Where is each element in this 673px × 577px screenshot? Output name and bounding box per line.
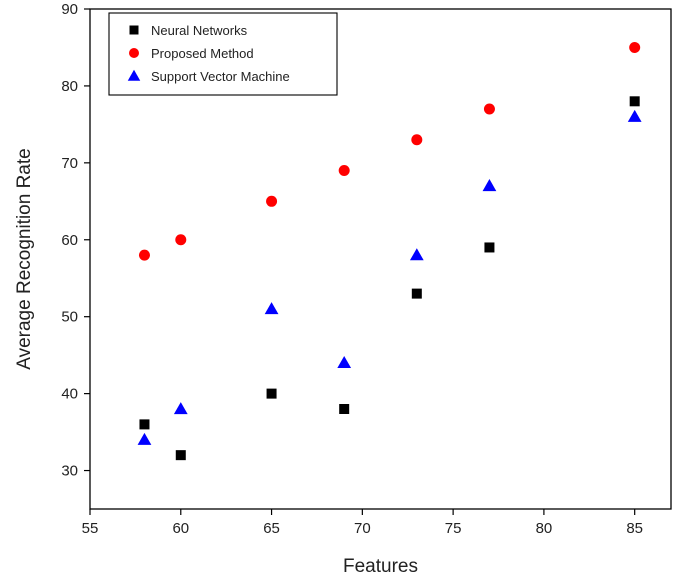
x-tick-label: 55 <box>82 520 99 537</box>
legend-label: Support Vector Machine <box>151 69 290 84</box>
legend-box <box>108 12 338 96</box>
data-point-triangle <box>482 179 497 192</box>
legend-marker-circle <box>129 48 139 58</box>
data-point-triangle <box>173 402 188 415</box>
y-tick-label: 60 <box>61 232 78 249</box>
data-point-circle <box>138 249 150 261</box>
x-tick-label: 75 <box>445 520 462 537</box>
series-circle <box>138 41 641 261</box>
legend: Neural Networks Proposed Method Support Ve… <box>108 12 338 96</box>
data-point-circle <box>266 195 278 207</box>
legend-entry: Neural Networks <box>129 23 248 38</box>
data-point-triangle <box>264 302 279 315</box>
data-point-square <box>175 450 186 461</box>
data-point-triangle <box>409 248 424 261</box>
y-tick-label: 80 <box>61 78 78 95</box>
legend-entry: Proposed Method <box>129 46 254 61</box>
data-point-square <box>629 96 640 107</box>
legend-marker-triangle <box>127 69 141 81</box>
data-point-triangle <box>337 355 352 369</box>
y-tick-label: 50 <box>61 309 78 326</box>
data-point-square <box>139 419 150 430</box>
data-point-square <box>339 404 350 414</box>
plot-frame <box>89 8 672 510</box>
x-tick-label: 65 <box>263 520 280 537</box>
legend-marker-square <box>129 25 139 35</box>
axes: 55 60 65 70 75 80 85 30 40 50 60 70 80 90 <box>61 1 672 537</box>
x-axis-title: Features <box>343 556 418 577</box>
legend-entry: Support Vector Machine <box>127 69 290 84</box>
data-point-square <box>266 388 277 399</box>
data-point-circle <box>175 234 187 246</box>
y-tick-label: 90 <box>61 1 78 18</box>
y-tick-label: 40 <box>61 386 78 403</box>
legend-label: Neural Networks <box>151 23 248 38</box>
x-tick-label: 80 <box>536 520 553 537</box>
y-tick-label: 70 <box>61 155 78 172</box>
legend-label: Proposed Method <box>151 46 254 61</box>
x-tick-label: 60 <box>172 520 189 537</box>
x-tick-label: 70 <box>354 520 371 537</box>
data-point-triangle <box>137 432 152 445</box>
data-point-triangle <box>627 109 642 122</box>
data-point-circle <box>411 134 423 146</box>
x-tick-label: 85 <box>626 520 643 537</box>
data-point-square <box>484 242 495 253</box>
data-marks <box>137 41 642 461</box>
data-point-circle <box>483 103 495 115</box>
y-axis-title: Average Recognition Rate <box>14 148 35 369</box>
series-square <box>139 96 640 461</box>
series-triangle <box>137 109 642 445</box>
y-tick-label: 30 <box>61 463 78 480</box>
data-point-circle <box>629 41 641 53</box>
data-point-circle <box>338 165 350 177</box>
data-point-square <box>411 288 422 299</box>
